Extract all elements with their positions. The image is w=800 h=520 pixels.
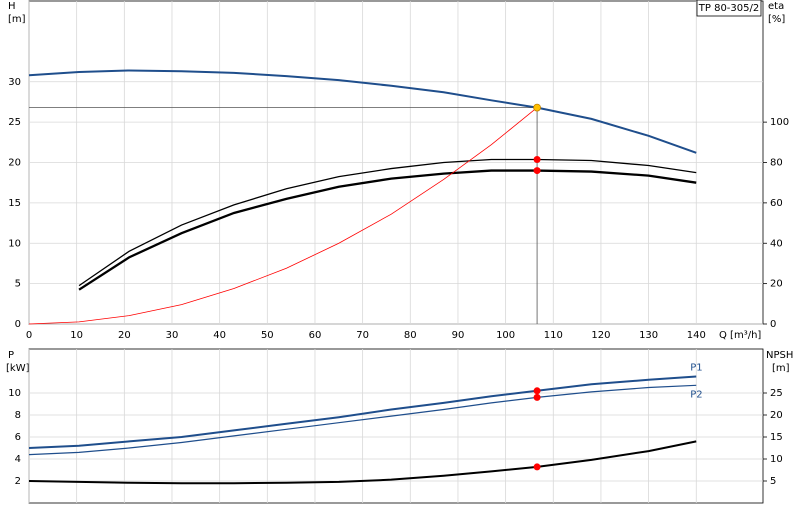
duty-marker	[533, 393, 541, 401]
y-tick-label: 5	[15, 279, 21, 290]
x-tick-label: 110	[544, 330, 563, 341]
y-axis-unit: [m]	[8, 14, 26, 25]
y-tick-label: 8	[15, 410, 21, 421]
duty-marker	[533, 155, 541, 163]
y-tick-label: 20	[8, 158, 21, 169]
y2-tick-label: 25	[770, 388, 783, 399]
x-tick-label: 50	[261, 330, 274, 341]
x-tick-label: 80	[404, 330, 417, 341]
series-line	[28, 375, 697, 449]
product-box	[696, 0, 762, 17]
y2-axis-unit: [%]	[768, 14, 785, 25]
x-tick-label: 30	[166, 330, 179, 341]
y-tick-label: 4	[15, 454, 21, 465]
product-label: TP 80-305/2	[698, 3, 759, 14]
duty-marker	[533, 167, 541, 175]
series-line	[28, 440, 697, 485]
series-line	[28, 69, 697, 154]
y2-tick-label: 5	[770, 476, 776, 487]
series-line	[28, 107, 538, 325]
y-tick-label: 2	[15, 476, 21, 487]
y2-tick-label: 0	[770, 319, 776, 330]
y2-tick-label: 15	[770, 432, 783, 443]
x-tick-label: 120	[591, 330, 610, 341]
y-tick-label: 10	[8, 238, 21, 249]
x-tick-label: 60	[309, 330, 322, 341]
y-tick-label: 6	[15, 432, 21, 443]
series-label: P2	[690, 389, 702, 400]
y-tick-label: 0	[15, 319, 21, 330]
y2-axis-label: NPSH	[766, 350, 793, 361]
x-axis-label: Q [m³/h]	[719, 330, 761, 341]
y-tick-label: 30	[8, 77, 21, 88]
y2-tick-label: 20	[770, 279, 783, 290]
y2-axis-unit: [m]	[772, 363, 790, 374]
x-tick-label: 130	[639, 330, 658, 341]
series-label: P1	[690, 363, 702, 374]
x-tick-label: 140	[687, 330, 706, 341]
y-axis-label: P	[8, 350, 14, 361]
duty-marker	[533, 387, 541, 395]
x-tick-label: 0	[26, 330, 32, 341]
y2-tick-label: 100	[770, 117, 789, 128]
y-tick-label: 10	[8, 388, 21, 399]
x-tick-label: 20	[118, 330, 131, 341]
series-line	[78, 158, 697, 287]
y2-tick-label: 60	[770, 198, 783, 209]
x-tick-label: 10	[70, 330, 83, 341]
y2-tick-label: 40	[770, 238, 783, 249]
y-tick-label: 15	[8, 198, 21, 209]
duty-marker	[533, 103, 541, 112]
duty-marker	[533, 463, 541, 471]
y2-tick-label: 80	[770, 158, 783, 169]
x-tick-label: 40	[213, 330, 226, 341]
y2-tick-label: 20	[770, 410, 783, 421]
series-line	[78, 169, 697, 291]
y2-axis-label: eta	[768, 1, 784, 12]
x-tick-label: 90	[452, 330, 465, 341]
x-tick-label: 70	[356, 330, 369, 341]
y-tick-label: 25	[8, 117, 21, 128]
y-axis-label: H	[8, 1, 16, 12]
y-axis-unit: [kW]	[6, 363, 30, 374]
x-tick-label: 100	[496, 330, 515, 341]
y2-tick-label: 10	[770, 454, 783, 465]
series-line	[28, 384, 697, 456]
